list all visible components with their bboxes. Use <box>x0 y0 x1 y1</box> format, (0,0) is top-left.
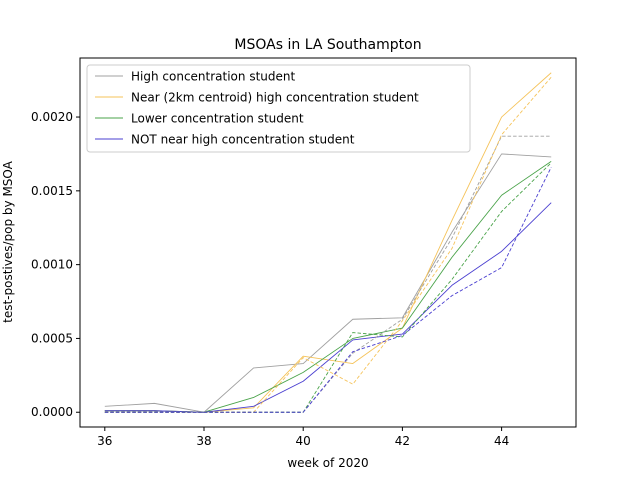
x-axis: 36 38 40 42 44 <box>97 427 509 448</box>
legend-box <box>86 64 471 153</box>
series-line-dashed <box>104 167 552 413</box>
x-tick-label: 38 <box>196 434 211 448</box>
y-tick-label: 0.0005 <box>31 331 73 345</box>
y-tick-label: 0.0015 <box>31 184 73 198</box>
legend: High concentration student Near (2km cent… <box>86 64 471 153</box>
legend-label: High concentration student <box>131 70 295 84</box>
y-tick-label: 0.0000 <box>31 405 73 419</box>
plot-frame <box>79 57 577 428</box>
y-tick-label: 0.0010 <box>31 258 73 272</box>
series-line <box>104 153 552 413</box>
legend-label: NOT near high concentration student <box>131 133 355 147</box>
legend-entries: High concentration student Near (2km cent… <box>95 70 419 147</box>
chart-title: MSOAs in LA Southampton <box>234 37 421 53</box>
y-tick-label: 0.0020 <box>31 110 73 124</box>
x-tick-label: 42 <box>395 434 410 448</box>
series-line <box>104 202 552 413</box>
x-tick-label: 40 <box>296 434 311 448</box>
series-layer <box>104 72 552 413</box>
x-tick-label: 36 <box>97 434 112 448</box>
y-axis: 0.0000 0.0005 0.0010 0.0015 0.0020 <box>31 110 80 419</box>
legend-label: Lower concentration student <box>131 112 304 126</box>
x-tick-label: 44 <box>494 434 509 448</box>
legend-label: Near (2km centroid) high concentration s… <box>131 91 419 105</box>
x-axis-label: week of 2020 <box>287 456 368 470</box>
y-axis-label: test-postives/pop by MSOA <box>1 160 15 323</box>
